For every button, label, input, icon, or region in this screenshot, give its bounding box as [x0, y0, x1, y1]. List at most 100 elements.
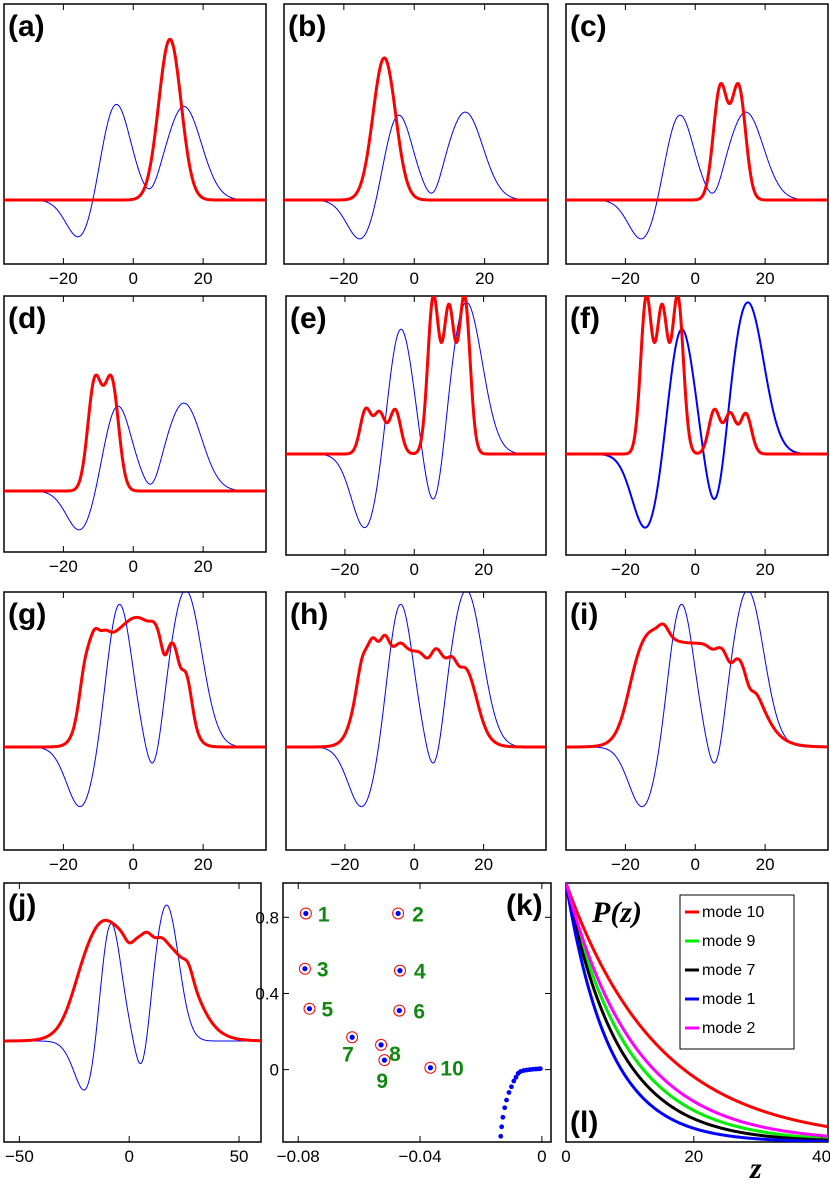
legend-entry: mode 10 [702, 904, 764, 921]
mode-point [303, 910, 309, 917]
plot-frame [3, 882, 262, 1143]
mode-label: 6 [413, 1001, 425, 1024]
red-curve-series [566, 296, 828, 456]
continuum-point [537, 1066, 543, 1072]
legend-entry: mode 1 [702, 991, 755, 1008]
mode-point-ring [303, 1002, 316, 1015]
continuum-point [509, 1084, 514, 1090]
plot-frame [285, 591, 547, 851]
mode-point-ring [298, 962, 311, 975]
panel-label: (f) [570, 302, 600, 335]
panel-d: −20 0 20 (d) [3, 295, 267, 576]
legend-entry: mode 9 [702, 933, 755, 950]
x-tick-label: −20 [611, 269, 640, 288]
mode-point-ring [393, 964, 406, 977]
panel-c: −20 0 20 (c) [565, 3, 829, 288]
x-tick-label: 0 [410, 269, 419, 288]
x-tick-label: −20 [611, 855, 640, 874]
mode-label: 1 [318, 903, 330, 926]
x-tick-label: −20 [49, 855, 78, 874]
decay-curve-series [566, 883, 828, 1142]
mode-point [378, 1042, 384, 1048]
decay-curve-series [566, 883, 828, 1141]
red-curve-series [566, 81, 828, 202]
x-tick-label: 0 [691, 855, 700, 874]
mode-point [302, 966, 308, 972]
x-tick-label: 0 [410, 855, 419, 874]
blue-curve-series [4, 592, 266, 808]
mode-label: 2 [412, 903, 424, 926]
panel-label: (i) [570, 598, 598, 631]
y-tick-label: 0.4 [255, 984, 279, 1003]
blue-curve-series [566, 301, 828, 529]
x-tick-label: 20 [756, 855, 775, 874]
blue-curve-series [286, 592, 546, 808]
plot-frame [3, 295, 267, 553]
panel-label: (d) [8, 302, 46, 335]
panel-label: (l) [570, 1106, 598, 1139]
mode-point-ring [378, 1054, 391, 1067]
mode-label: 7 [342, 1043, 354, 1066]
x-tick-label: 0 [129, 855, 138, 874]
x-tick-label: −20 [329, 269, 358, 288]
panel-k: −0.08 −0.04 0 0 0.4 0.8 1 2 3 4 5 6 7 89 10 (k) [255, 882, 552, 1166]
panel-h: −20 0 20 (h) [285, 591, 547, 874]
mode-label: 3 [317, 959, 329, 982]
x-tick-label: 0 [537, 1147, 546, 1166]
mode-point [395, 910, 401, 917]
blue-curve-series [566, 592, 828, 808]
x-tick-label: 20 [194, 557, 213, 576]
mode-point [381, 1057, 388, 1063]
panel-b: −20 0 20 (b) [283, 3, 549, 288]
x-tick-label: 0 [561, 1147, 570, 1166]
plot-frame [565, 3, 829, 265]
legend-entry: mode 7 [702, 962, 755, 979]
mode-point [349, 1034, 355, 1040]
legend-entry: mode 2 [702, 1020, 755, 1037]
plot-frame [3, 3, 267, 265]
y-axis-label: P(z) [591, 896, 642, 929]
legend [679, 894, 795, 1050]
x-tick-label: −20 [611, 560, 640, 579]
x-tick-label: 20 [684, 1147, 703, 1166]
blue-curve-series [4, 904, 261, 1091]
panel-e: −20 0 20 (e) [285, 295, 547, 579]
x-axis-label: z [749, 1152, 762, 1185]
mode-point [306, 1006, 313, 1012]
x-tick-label: 0 [124, 1147, 133, 1166]
x-tick-label: 20 [474, 560, 493, 579]
mode-label: 5 [321, 999, 333, 1022]
red-curve-series [286, 296, 546, 456]
panel-label: (h) [290, 598, 328, 631]
x-tick-label: 20 [756, 560, 775, 579]
panel-l: 0 20 40 mode 10 mode 9 mode 7 mode 1 mode 2 P(z)… [561, 882, 830, 1185]
decay-curve-series [566, 883, 828, 1138]
x-tick-label: −20 [49, 557, 78, 576]
mode-label: 9 [376, 1070, 388, 1093]
x-tick-label: 20 [194, 269, 213, 288]
x-tick-label: 0 [691, 269, 700, 288]
y-tick-label: 0 [270, 1061, 279, 1080]
panel-label: (b) [288, 10, 326, 43]
x-tick-label: 50 [230, 1147, 249, 1166]
red-curve-series [4, 373, 266, 493]
red-curve-series [284, 56, 548, 202]
blue-curve-series [284, 111, 548, 240]
x-tick-label: −50 [5, 1147, 34, 1166]
x-tick-label: 20 [194, 855, 213, 874]
continuum-point [513, 1074, 519, 1080]
x-tick-label: −20 [331, 855, 360, 874]
mode-point [427, 1065, 433, 1071]
continuum-point [500, 1114, 506, 1120]
panel-label: (e) [290, 302, 327, 335]
x-tick-label: −20 [49, 269, 78, 288]
plot-frame [283, 3, 549, 265]
red-curve-series [4, 918, 261, 1043]
mode-label: 4 [414, 961, 426, 984]
blue-curve-series [4, 402, 266, 531]
continuum-point [511, 1078, 517, 1084]
continuum-point [502, 1105, 508, 1111]
continuum-point [504, 1097, 509, 1103]
panel-i: −20 0 20 (i) [565, 591, 829, 874]
